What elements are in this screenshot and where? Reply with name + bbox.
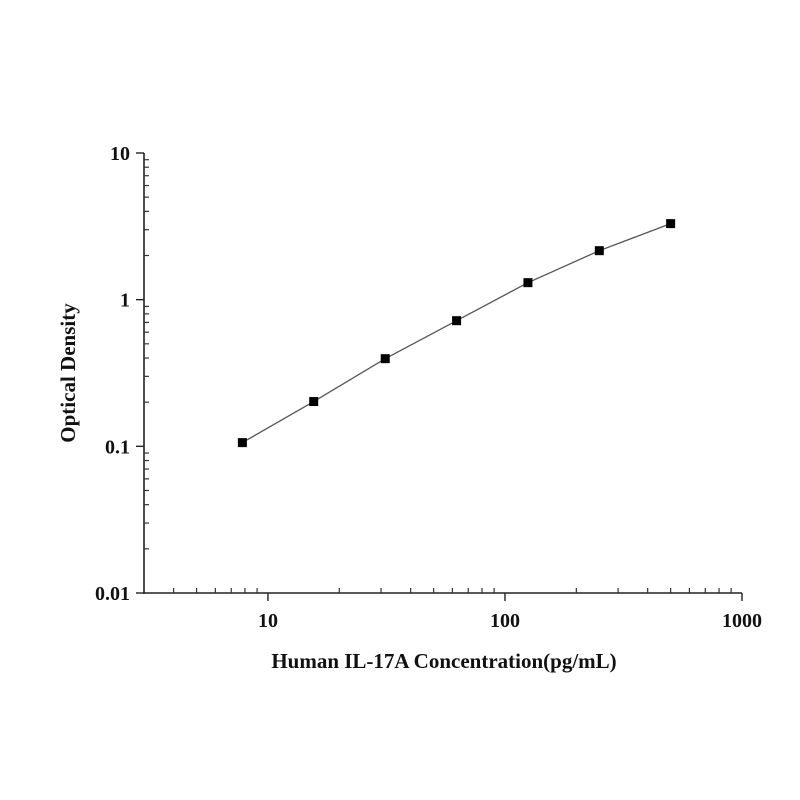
x-tick-label: 10 [258,610,278,632]
data-point-marker [594,246,604,256]
plot-area [237,219,676,448]
x-tick-label: 100 [490,610,520,632]
data-point-marker [452,316,462,326]
y-tick-label: 10 [110,143,130,165]
y-axis-title: Optical Density [56,303,80,443]
data-point-marker [237,438,247,448]
data-point-marker [380,354,390,364]
x-axis-title: Human IL-17A Concentration(pg/mL) [271,649,616,673]
data-point-marker [666,219,676,229]
data-point-marker [523,278,533,288]
series-line [242,223,671,444]
data-point-marker [309,397,319,407]
y-tick-label: 0.01 [95,583,130,605]
y-tick-label: 0.1 [105,436,130,458]
y-axis: 0.01 0.1 1 10 [95,143,149,605]
x-axis: 10 100 1000 [143,588,762,632]
x-tick-label: 1000 [722,610,762,632]
y-tick-label: 1 [120,290,130,312]
